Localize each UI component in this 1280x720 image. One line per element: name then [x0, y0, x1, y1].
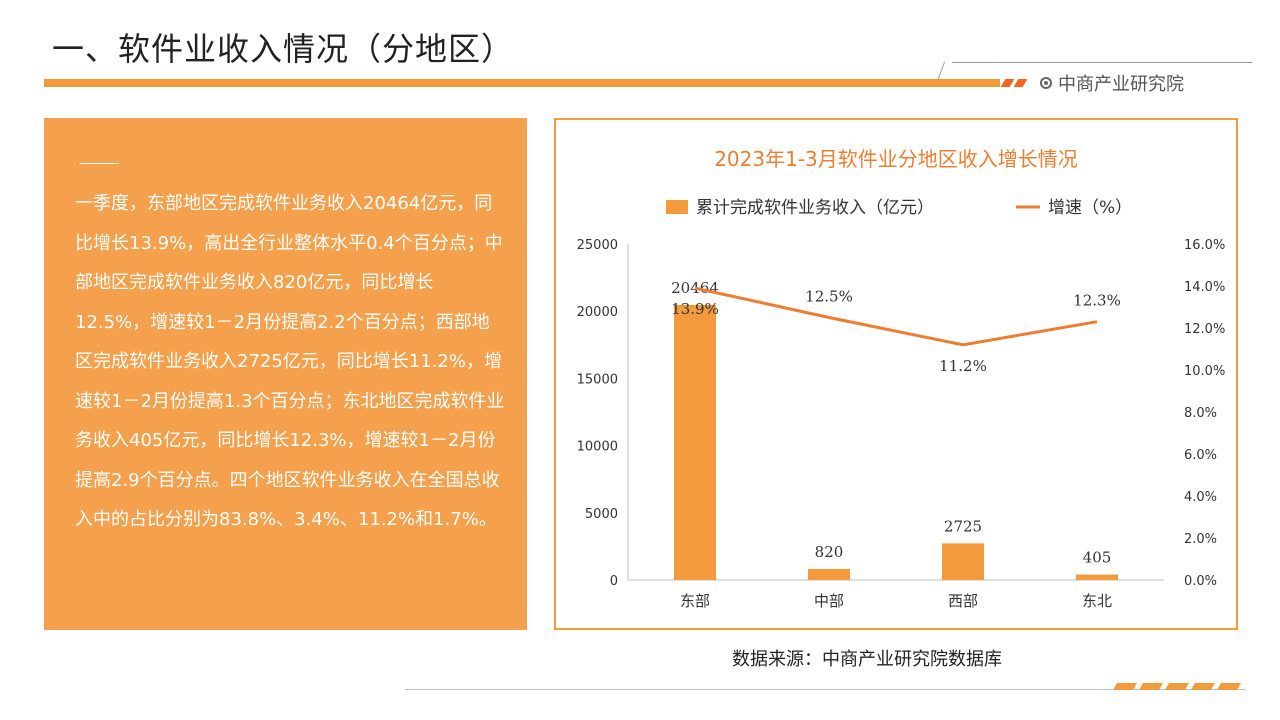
bar: [1076, 574, 1118, 580]
page-title: 一、软件业收入情况（分地区）: [52, 30, 515, 68]
legend-bar-swatch: [666, 200, 688, 214]
y-right-tick-label: 2.0%: [1184, 532, 1217, 547]
y-left-tick-label: 15000: [577, 372, 618, 387]
y-right-tick-label: 0.0%: [1184, 574, 1217, 589]
bar: [674, 304, 716, 580]
y-left-tick-label: 25000: [577, 238, 618, 253]
bar-data-label: 20464: [671, 279, 719, 297]
line-data-label: 13.9%: [671, 300, 719, 318]
brand-name: 中商产业研究院: [1058, 74, 1184, 95]
x-tick-label: 中部: [814, 592, 844, 610]
brand-logo: 中商产业研究院: [1040, 70, 1184, 96]
summary-text: 一季度，东部地区完成软件业务收入20464亿元，同比增长13.9%，高出全行业整…: [75, 193, 505, 530]
y-right-tick-label: 16.0%: [1184, 238, 1225, 253]
growth-line: [694, 286, 1098, 347]
line-data-label: 12.3%: [1073, 292, 1121, 310]
x-tick-label: 西部: [948, 592, 978, 610]
bar: [942, 543, 984, 580]
target-icon: [1040, 77, 1052, 89]
bar-data-label: 820: [815, 543, 844, 561]
footer-line: [405, 689, 1245, 690]
chart-title: 2023年1-3月软件业分地区收入增长情况: [714, 147, 1078, 171]
bar: [808, 568, 850, 580]
y-right-tick-label: 8.0%: [1184, 406, 1217, 421]
legend-line-label: 增速（%）: [1048, 198, 1132, 218]
legend-bar-label: 累计完成软件业务收入（亿元）: [696, 198, 934, 218]
y-right-tick-label: 6.0%: [1184, 448, 1217, 463]
chart-frame: 2023年1-3月软件业分地区收入增长情况累计完成软件业务收入（亿元） 增速（%）…: [554, 118, 1238, 630]
y-left-tick-label: 0: [610, 574, 618, 589]
line-data-label: 11.2%: [939, 357, 987, 375]
data-source: 数据来源：中商产业研究院数据库: [732, 649, 1002, 670]
y-right-tick-label: 14.0%: [1184, 280, 1225, 295]
y-left-tick-label: 10000: [577, 440, 618, 455]
title-divider-line: [952, 62, 1252, 63]
title-accent-bar: [44, 79, 1000, 87]
line-data-label: 12.5%: [805, 288, 853, 306]
summary-dash: [79, 163, 119, 164]
summary-panel: [44, 118, 527, 630]
y-right-tick-label: 4.0%: [1184, 490, 1217, 505]
bar-data-label: 2725: [944, 517, 982, 535]
x-tick-label: 东部: [680, 592, 710, 610]
y-left-tick-label: 5000: [585, 507, 618, 522]
y-right-tick-label: 10.0%: [1184, 364, 1225, 379]
y-left-tick-label: 20000: [577, 305, 618, 320]
x-tick-label: 东北: [1082, 592, 1112, 610]
y-right-tick-label: 12.0%: [1184, 322, 1225, 337]
bar-data-label: 405: [1083, 549, 1112, 567]
